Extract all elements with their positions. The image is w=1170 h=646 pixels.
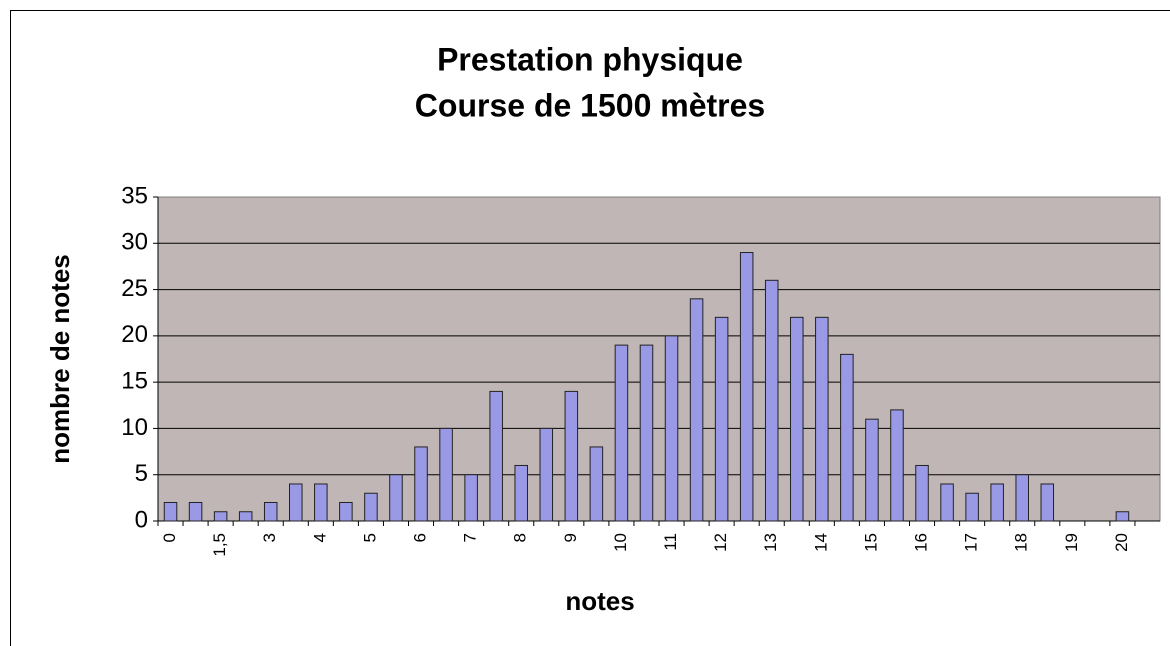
bar [414,446,428,522]
bar [940,483,954,522]
bar [364,492,378,522]
bar [163,501,178,522]
plot-area [157,196,1161,522]
x-tick-label: 5 [360,533,379,542]
x-tick-label: 18 [1012,533,1031,552]
bar [489,390,503,522]
x-tick-label: 15 [861,533,880,552]
bar [664,335,679,522]
x-tick-label: 1,5 [210,533,229,557]
x-tick-label: 8 [511,533,530,542]
x-tick-label: 13 [761,533,780,552]
bar [714,316,729,522]
bar [238,511,253,522]
y-tick-label: 0 [135,506,148,533]
bar [314,483,328,522]
x-tick-label: 17 [962,533,981,552]
x-tick-label: 14 [811,533,830,552]
y-tick-label: 25 [121,275,148,302]
bar [389,474,403,522]
bar [915,464,929,522]
y-axis-title: nombre de notes [45,254,75,463]
y-tick-label: 5 [135,460,148,487]
bar [213,511,228,522]
x-tick-label: 4 [310,533,329,542]
x-tick-label: 7 [461,533,480,542]
bar [739,252,754,522]
bar [1115,511,1130,522]
bar [840,353,854,522]
x-tick-label: 20 [1112,533,1131,552]
chart-title: Prestation physique [437,41,743,77]
y-tick-label: 30 [121,229,148,256]
bar [614,344,629,522]
bar [439,427,453,522]
bar [188,501,203,522]
y-tick-label: 35 [121,182,148,209]
bar [289,483,303,522]
x-tick-label: 16 [912,533,931,552]
bar [815,316,829,522]
bar [514,464,528,522]
bar [764,279,779,522]
y-tick-label: 20 [121,321,148,348]
bar [890,409,904,522]
bar [539,427,554,522]
bar [965,492,979,522]
bar [689,298,704,522]
bar [464,474,478,522]
x-tick-label: 12 [711,533,730,552]
bar [339,501,353,522]
bar [790,316,804,522]
bar [1015,474,1029,522]
bar [589,446,604,522]
bar [564,390,579,522]
x-tick-label: 0 [160,533,179,542]
x-tick-label: 3 [260,533,279,542]
chart-subtitle: Course de 1500 mètres [415,87,765,123]
x-tick-label: 11 [661,533,680,551]
bar [1040,483,1055,522]
y-tick-label: 10 [121,414,148,441]
bar [639,344,654,522]
bar [865,418,879,522]
x-tick-label: 10 [611,533,630,552]
bar [263,501,278,522]
x-tick-label: 6 [411,533,430,542]
x-tick-label: 9 [561,533,580,542]
bar [990,483,1004,522]
x-tick-label: 19 [1062,533,1081,552]
x-axis-title: notes [565,586,634,616]
y-tick-label: 15 [121,367,148,394]
